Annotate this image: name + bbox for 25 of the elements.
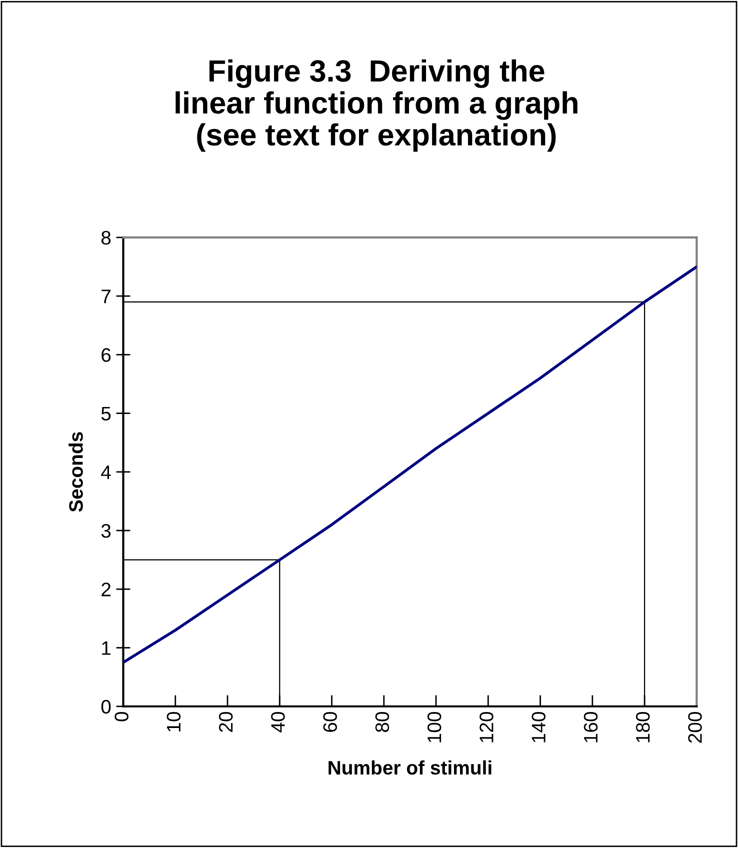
line-series — [123, 265, 697, 664]
x-tick-label: 160 — [584, 712, 598, 742]
y-tick-label: 5 — [101, 406, 111, 421]
x-tick-label: 20 — [218, 712, 233, 732]
x-tick-label: 100 — [427, 712, 442, 742]
y-tick-label: 8 — [101, 230, 111, 245]
y-tick-label: 7 — [102, 290, 110, 304]
x-tick-label: 80 — [375, 712, 390, 732]
x-axis-title: Number of stimuli — [328, 760, 492, 775]
y-tick-label: 1 — [102, 641, 110, 655]
y-tick-label: 6 — [102, 348, 111, 362]
x-tick-label: 180 — [636, 712, 650, 742]
y-tick-label: 0 — [101, 700, 111, 714]
y-axis-title: Seconds — [68, 432, 83, 512]
x-tick-label: 40 — [271, 712, 285, 732]
x-tick-label: 120 — [480, 712, 494, 742]
x-tick-label: 140 — [532, 712, 546, 742]
chart-title: Figure 3.3 Deriving the linear function from a graph (see text for explanation) — [176, 59, 578, 152]
y-tick-label: 3 — [101, 524, 111, 538]
x-tick-label: 10 — [166, 712, 181, 732]
x-tick-label: 0 — [114, 712, 128, 722]
y-tick-label: 4 — [101, 466, 111, 479]
y-tick-label: 2 — [102, 582, 110, 596]
x-tick-label: 200 — [688, 712, 702, 743]
x-tick-label: 60 — [323, 712, 337, 732]
